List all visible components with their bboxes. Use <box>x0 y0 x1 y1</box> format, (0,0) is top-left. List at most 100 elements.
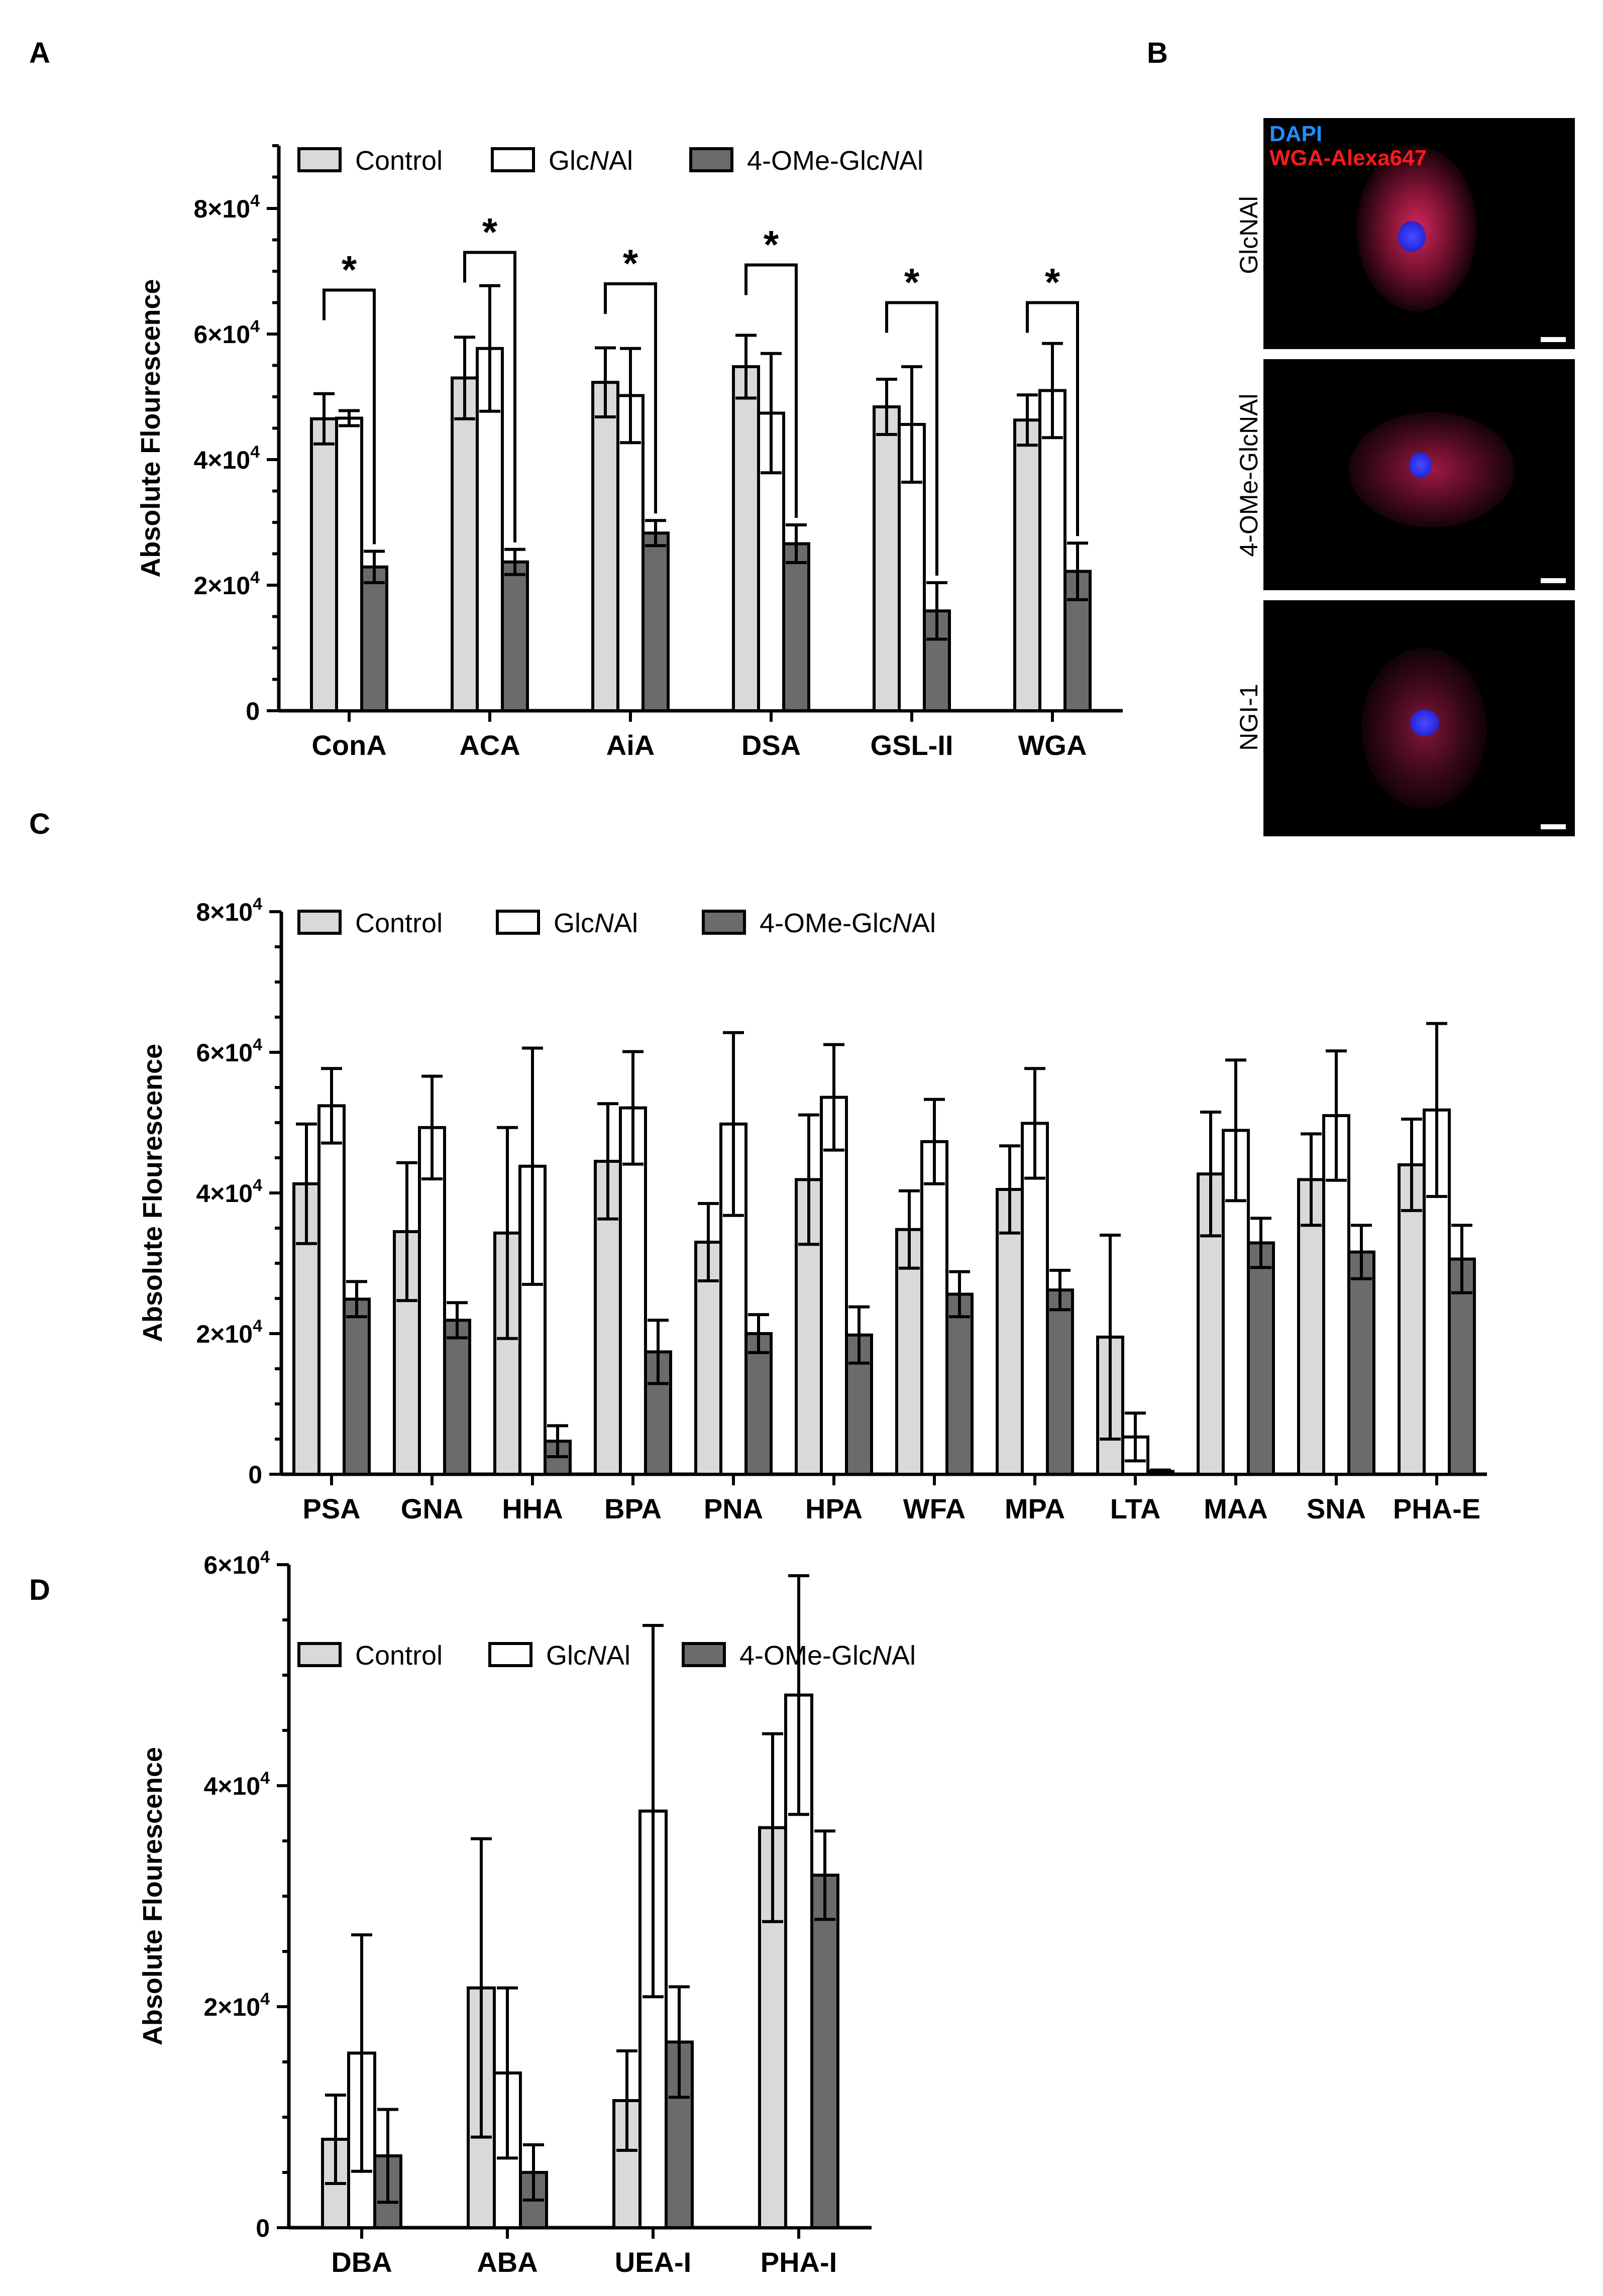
panel-label-d: D <box>29 1574 50 1606</box>
x-tick-label-hpa: HPA <box>805 1493 863 1524</box>
y-axis-title: Absolute Flourescence <box>136 279 166 577</box>
significance-star-cona: * <box>342 248 357 292</box>
bar-dsa-control <box>732 365 760 712</box>
legend-label: 4-OMe-GlcNAl <box>760 908 936 938</box>
bar-pha-i-4-ome-glcnal <box>810 1874 839 2229</box>
bar-wfa-4-ome-glcnal <box>945 1292 974 1476</box>
legend-label: GlcNAl <box>549 146 633 176</box>
y-tick-label: 8×104 <box>193 191 260 223</box>
legend-swatch-glcnal <box>491 147 535 172</box>
bar-chart-a: 0 2×104 4×104 6×104 8×104 Absolute Flourescen… <box>136 144 1123 761</box>
x-tick-label-gsl-ii: GSL-II <box>871 729 953 761</box>
bar-psa-4-ome-glcnal <box>343 1297 371 1476</box>
y-axis-title: Absolute Flourescence <box>138 1044 168 1342</box>
y-tick-label: 0 <box>246 697 260 725</box>
x-tick-label-cona: ConA <box>311 729 386 761</box>
legend-swatch-4-ome-glcnal <box>702 910 746 935</box>
scale-bar <box>1541 824 1566 829</box>
x-tick-label-aca: ACA <box>459 729 520 761</box>
y-tick-label: 6×104 <box>196 1035 262 1067</box>
legend-swatch-glcnal <box>488 1642 532 1667</box>
x-tick-label-gna: GNA <box>401 1493 463 1524</box>
x-tick-label-wga: WGA <box>1018 729 1087 761</box>
bar-hpa-glcnal <box>820 1096 848 1476</box>
legend-swatch-control <box>297 147 342 172</box>
scale-bar <box>1541 337 1566 342</box>
y-tick-label: 0 <box>248 1461 262 1489</box>
bar-mpa-glcnal <box>1021 1122 1049 1476</box>
x-tick-label-sna: SNA <box>1307 1493 1366 1524</box>
bar-sna-4-ome-glcnal <box>1347 1250 1375 1476</box>
bar-gsl-ii-control <box>873 405 901 712</box>
x-tick-label-psa: PSA <box>302 1493 360 1524</box>
x-tick-label-aba: ABA <box>477 2246 538 2278</box>
x-tick-label-mpa: MPA <box>1005 1493 1065 1524</box>
bar-chart-d: 0 2×104 4×104 6×104 Absolute Flourescence DBA… <box>138 1548 916 2278</box>
legend-label: GlcNAl <box>554 908 638 938</box>
bar-mpa-control <box>996 1188 1024 1476</box>
bar-maa-4-ome-glcnal <box>1247 1241 1275 1476</box>
x-tick-label-pha-i: PHA-I <box>761 2246 837 2278</box>
x-tick-label-uea-i: UEA-I <box>615 2246 691 2278</box>
micrograph-glcnal: DAPI WGA-Alexa647 <box>1263 118 1575 349</box>
nucleus <box>1398 221 1426 252</box>
bar-mpa-4-ome-glcnal <box>1046 1288 1074 1476</box>
bar-wfa-glcnal <box>920 1140 948 1476</box>
x-tick-label-dba: DBA <box>331 2246 392 2278</box>
significance-star-aca: * <box>482 210 498 254</box>
y-tick-label: 2×104 <box>196 1317 262 1348</box>
x-tick-label-pna: PNA <box>704 1493 763 1524</box>
bar-cona-control <box>310 417 338 712</box>
significance-bracket-gsl-ii <box>885 301 938 576</box>
significance-bracket-cona <box>323 288 376 544</box>
row-label-glcnal: GlcNAl <box>1235 196 1263 274</box>
legend-label: Control <box>355 1641 443 1671</box>
x-tick-label-bpa: BPA <box>604 1493 662 1524</box>
x-tick-label-wfa: WFA <box>903 1493 966 1524</box>
y-tick-label: 8×104 <box>196 895 262 926</box>
nucleus <box>1409 452 1432 478</box>
legend-label: Control <box>355 908 443 938</box>
bar-gna-4-ome-glcnal <box>443 1319 471 1476</box>
legend-swatch-4-ome-glcnal <box>689 147 733 172</box>
y-tick-label: 2×104 <box>203 1990 270 2021</box>
legend-wga: WGA-Alexa647 <box>1269 146 1427 170</box>
bar-psa-glcnal <box>317 1104 346 1476</box>
scale-bar <box>1541 578 1566 583</box>
significance-star-wga: * <box>1045 260 1060 304</box>
significance-bracket-aca <box>463 251 516 542</box>
y-tick-label: 2×104 <box>193 568 260 600</box>
legend-swatch-control <box>297 910 342 935</box>
significance-star-aia: * <box>623 241 638 285</box>
micrograph-ngi-1 <box>1263 600 1575 836</box>
bar-pna-4-ome-glcnal <box>744 1332 773 1476</box>
x-tick-label-aia: AiA <box>606 729 655 761</box>
row-label-ngi-1: NGI-1 <box>1235 684 1263 751</box>
y-tick-label: 6×104 <box>203 1548 270 1579</box>
x-tick-label-hha: HHA <box>502 1493 563 1524</box>
legend-swatch-4-ome-glcnal <box>682 1642 726 1667</box>
panel-label-b: B <box>1147 37 1168 69</box>
cell-signal <box>1349 412 1515 527</box>
legend-dapi: DAPI <box>1269 122 1323 146</box>
x-tick-label-dsa: DSA <box>741 729 801 761</box>
bar-sna-control <box>1297 1178 1325 1476</box>
y-tick-label: 4×104 <box>203 1769 270 1800</box>
significance-star-gsl-ii: * <box>904 260 920 304</box>
x-tick-label-maa: MAA <box>1204 1493 1268 1524</box>
legend-swatch-control <box>297 1642 342 1667</box>
y-tick-label: 0 <box>256 2214 270 2242</box>
significance-bracket-dsa <box>744 263 798 518</box>
bar-cona-glcnal <box>335 416 363 712</box>
bar-dsa-4-ome-glcnal <box>782 542 810 712</box>
legend-label: 4-OMe-GlcNAl <box>747 146 923 176</box>
legend-label: GlcNAl <box>546 1641 630 1671</box>
row-label-4-ome-glcnal: 4-OMe-GlcNAl <box>1235 393 1263 557</box>
x-tick-label-pha-e: PHA-E <box>1393 1493 1480 1524</box>
bar-cona-4-ome-glcnal <box>360 565 388 712</box>
legend-swatch-glcnal <box>496 910 540 935</box>
legend-label: 4-OMe-GlcNAl <box>739 1641 916 1671</box>
y-tick-label: 4×104 <box>196 1176 262 1208</box>
significance-star-dsa: * <box>764 223 779 267</box>
